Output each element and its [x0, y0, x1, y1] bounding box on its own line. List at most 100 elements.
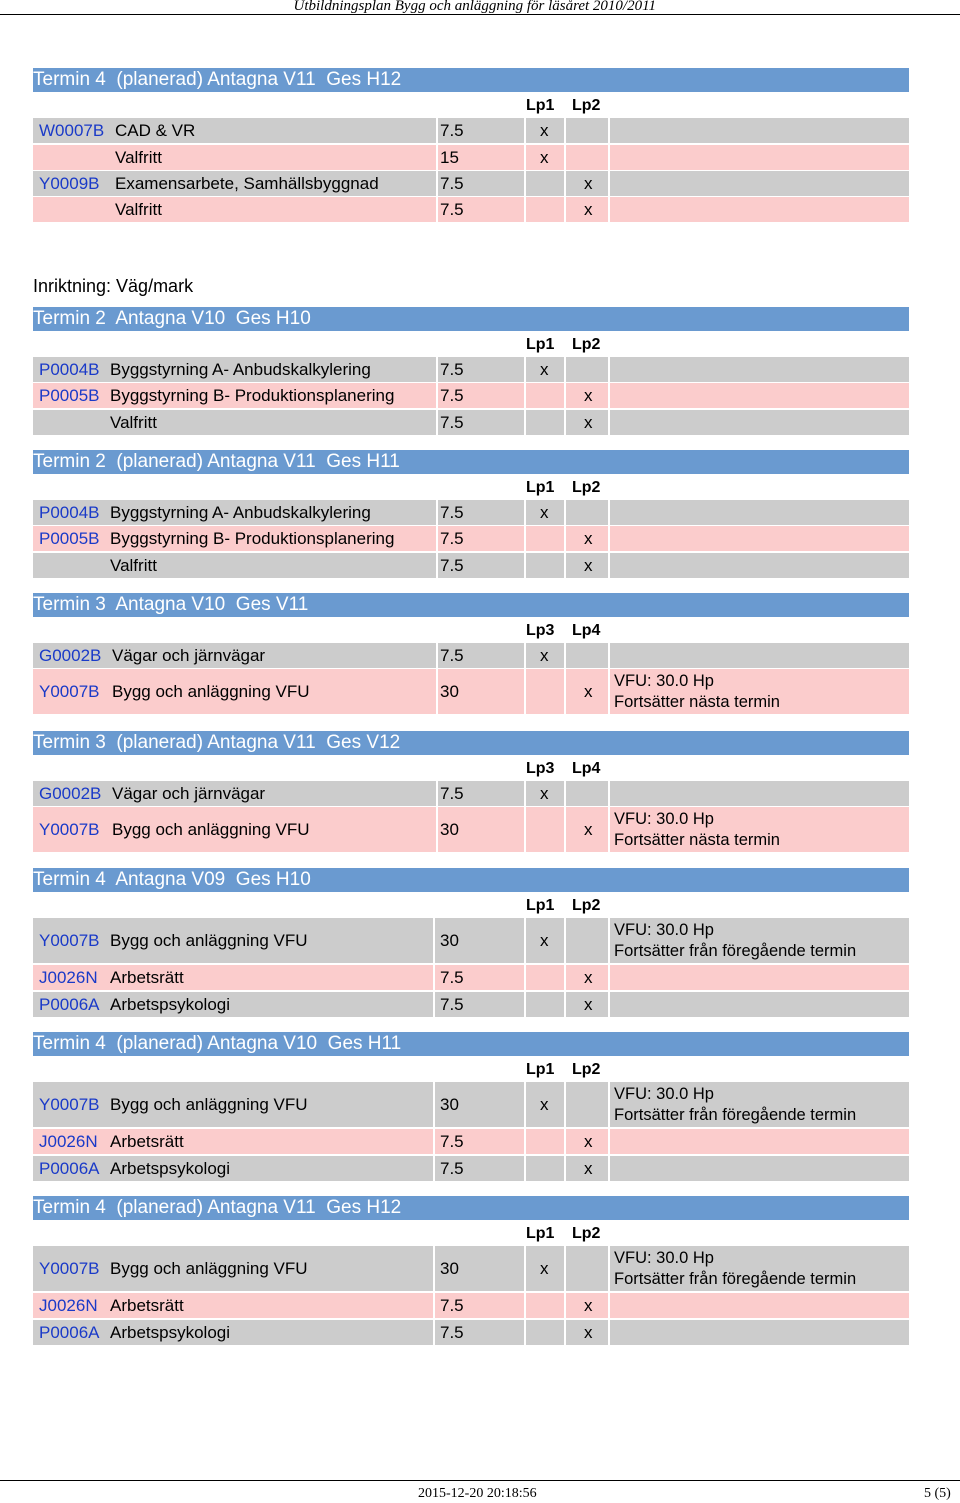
column-divider — [608, 992, 610, 1017]
course-credits: 7.5 — [440, 173, 464, 193]
course-row: Valfritt 7.5 x — [33, 197, 909, 222]
column-divider — [608, 171, 610, 196]
course-row: W0007B CAD & VR 7.5 x — [33, 118, 909, 143]
column-divider — [564, 781, 566, 806]
column-divider — [564, 643, 566, 668]
course-row: Valfritt 7.5 x — [33, 410, 909, 435]
document-header: Utbildningsplan Bygg och anläggning för … — [293, 0, 657, 14]
column-divider — [436, 145, 438, 170]
period-label: Lp1 — [526, 336, 555, 353]
column-divider — [436, 410, 438, 435]
period-1-mark: x — [540, 502, 549, 522]
period-label: Lp2 — [572, 1225, 601, 1242]
column-divider — [524, 807, 526, 852]
course-name: Byggstyrning B- Produktionsplanering — [110, 385, 395, 405]
course-credits: 30 — [440, 1094, 459, 1114]
course-credits: 30 — [440, 681, 459, 701]
period-label: Lp1 — [526, 1061, 555, 1078]
track-heading: Inriktning: Väg/mark — [33, 276, 194, 296]
note-credits: VFU: 30.0 Hp — [614, 920, 714, 939]
course-row: P0006A Arbetspsykologi 7.5 x — [33, 1156, 909, 1181]
column-divider — [436, 357, 438, 382]
column-divider — [608, 553, 610, 578]
period-label: Lp4 — [572, 622, 601, 639]
course-code: P0004B — [39, 359, 100, 379]
course-row: Y0007B Bygg och anläggning VFU 30 x VFU: 30.… — [33, 918, 909, 963]
column-divider — [564, 118, 566, 143]
course-row: P0006A Arbetspsykologi 7.5 x — [33, 992, 909, 1017]
course-credits: 7.5 — [440, 199, 464, 219]
column-divider — [564, 669, 566, 714]
column-divider — [608, 1129, 610, 1154]
course-credits: 7.5 — [440, 1131, 464, 1151]
course-row: P0004B Byggstyrning A- Anbudskalkylering 7… — [33, 357, 909, 382]
period-2-mark: x — [584, 412, 593, 432]
period-label: Lp2 — [572, 897, 601, 914]
column-divider — [564, 1082, 566, 1127]
column-divider — [524, 118, 526, 143]
column-divider — [564, 357, 566, 382]
column-divider — [564, 145, 566, 170]
period-2-mark: x — [584, 173, 593, 193]
column-divider — [564, 918, 566, 963]
period-header: Lp3 Lp4 — [526, 620, 618, 642]
course-note: VFU: 30.0 Hp Fortsätter nästa termin — [614, 807, 780, 852]
column-divider — [433, 1129, 435, 1154]
column-divider — [564, 526, 566, 551]
course-code: Y0007B — [39, 681, 100, 701]
course-row: G0002B Vägar och järnvägar 7.5 x — [33, 643, 909, 668]
course-name: CAD & VR — [115, 120, 196, 140]
course-code: Y0007B — [39, 1094, 100, 1114]
course-credits: 30 — [440, 1258, 459, 1278]
column-divider — [608, 357, 610, 382]
course-code: P0006A — [39, 994, 100, 1014]
column-divider — [524, 145, 526, 170]
column-divider — [564, 383, 566, 408]
column-divider — [436, 807, 438, 852]
course-code: J0026N — [39, 1295, 98, 1315]
course-credits: 7.5 — [440, 967, 464, 987]
column-divider — [524, 410, 526, 435]
column-divider — [524, 383, 526, 408]
course-credits: 7.5 — [440, 1295, 464, 1315]
course-row: P0006A Arbetspsykologi 7.5 x — [33, 1320, 909, 1345]
course-note: VFU: 30.0 Hp Fortsätter från föregående t… — [614, 1082, 856, 1127]
term-header: Termin 2 (planerad) Antagna V11 Ges H11 — [33, 450, 909, 474]
column-divider — [524, 197, 526, 222]
note-credits: VFU: 30.0 Hp — [614, 809, 714, 828]
column-divider — [608, 118, 610, 143]
term-header: Termin 2 Antagna V10 Ges H10 — [33, 307, 909, 331]
course-code: Y0007B — [39, 819, 100, 839]
course-name: Valfritt — [115, 147, 162, 167]
course-row: Y0007B Bygg och anläggning VFU 30 x VFU: 30.… — [33, 1082, 909, 1127]
period-2-mark: x — [584, 967, 593, 987]
column-divider — [608, 918, 610, 963]
term-header: Termin 3 (planerad) Antagna V11 Ges V12 — [33, 731, 909, 755]
course-row: J0026N Arbetsrätt 7.5 x — [33, 965, 909, 990]
note-continuation: Fortsätter från föregående termin — [614, 1105, 857, 1124]
footer-rule — [0, 1480, 960, 1481]
course-row: Valfritt 7.5 x — [33, 553, 909, 578]
course-credits: 7.5 — [440, 645, 464, 665]
column-divider — [564, 410, 566, 435]
column-divider — [608, 1082, 610, 1127]
column-divider — [436, 500, 438, 525]
period-label: Lp3 — [526, 622, 555, 639]
course-name: Arbetsrätt — [110, 1131, 184, 1151]
course-name: Arbetsrätt — [110, 1295, 184, 1315]
column-divider — [608, 669, 610, 714]
column-divider — [564, 553, 566, 578]
period-1-mark: x — [540, 645, 549, 665]
course-code: Y0007B — [39, 1258, 100, 1278]
period-label: Lp2 — [572, 336, 601, 353]
column-divider — [524, 965, 526, 990]
period-2-mark: x — [584, 681, 593, 701]
period-1-mark: x — [540, 359, 549, 379]
course-credits: 7.5 — [440, 994, 464, 1014]
column-divider — [436, 197, 438, 222]
course-credits: 30 — [440, 930, 459, 950]
column-divider — [564, 1156, 566, 1181]
course-name: Byggstyrning A- Anbudskalkylering — [110, 502, 371, 522]
column-divider — [524, 553, 526, 578]
period-2-mark: x — [584, 528, 593, 548]
